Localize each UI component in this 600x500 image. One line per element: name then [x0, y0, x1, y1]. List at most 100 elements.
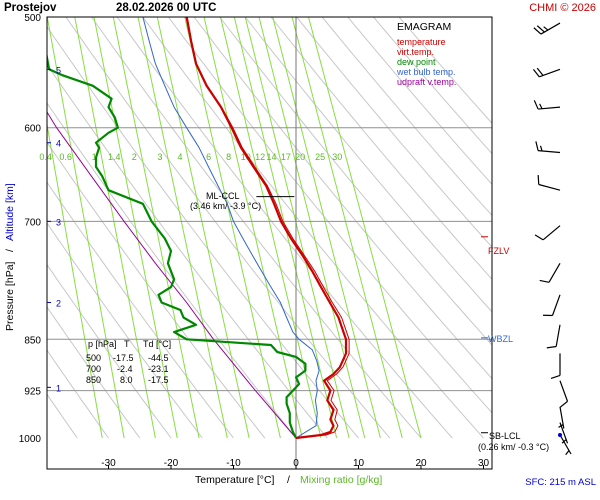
altitude-tick-label: 1	[56, 383, 61, 393]
table-cell: -44.5	[148, 353, 169, 363]
sb-lcl-label: SB-LCL	[489, 431, 521, 441]
mixing-ratio-line	[308, 17, 422, 439]
ml-ccl-detail: (3.46 km/ -3.9 °C)	[190, 201, 261, 211]
x-axis-label-temperature: Temperature [°C]	[195, 474, 275, 486]
mixing-ratio-label: 4	[178, 152, 183, 162]
table-cell: -17.5	[148, 375, 169, 385]
wind-barb	[533, 22, 561, 35]
mixing-ratio-line	[137, 17, 228, 439]
x-tick-label: 0	[293, 458, 299, 469]
dry-adiabat	[167, 17, 492, 414]
table-cell: 700	[86, 364, 101, 374]
wind-barb	[539, 262, 561, 283]
wind-barb-feather	[534, 234, 544, 241]
y-axis-title: Pressure [hPa] / Altitude [km]	[4, 183, 16, 331]
dry-adiabat	[142, 17, 484, 439]
wind-barb-staff	[555, 324, 561, 347]
sb-lcl-annotation: SB-LCL (0.26 km/ -0.3 °C)	[478, 431, 549, 452]
table-header-t: T	[124, 339, 130, 349]
wind-barb	[533, 100, 561, 110]
dry-adiabat	[373, 17, 492, 155]
legend-title: EMAGRAM	[397, 21, 451, 33]
datetime: 28.02.2026 00 UTC	[116, 2, 216, 14]
mixing-ratio-label: 6	[206, 152, 211, 162]
x-axis-label-mixing: Mixing ratio [g/kg]	[300, 474, 382, 486]
legend-temperature: temperature	[397, 37, 446, 47]
wind-barb-feather	[536, 67, 544, 76]
wind-barb-half-feather	[539, 145, 543, 152]
mixing-ratio-label: 3	[158, 152, 163, 162]
legend-updraft: udpraft v.temp.	[397, 77, 456, 87]
wind-barb-feather	[546, 345, 557, 349]
mixing-ratio-line	[203, 17, 303, 439]
mixing-ratio-line	[93, 17, 178, 439]
wind-barb-feather	[536, 25, 545, 33]
table-cell: 8.0	[120, 375, 133, 385]
legend: EMAGRAM temperature virt.temp. dew point…	[396, 21, 456, 87]
wind-barb	[542, 294, 561, 317]
plot-frame	[46, 16, 493, 470]
table-header-p: p [hPa]	[88, 339, 117, 349]
wind-barb-half-feather	[565, 450, 570, 456]
altitude-tick-label: 2	[56, 298, 61, 308]
wind-barb-staff	[551, 294, 561, 316]
mixing-ratio-label: 0.6	[59, 152, 72, 162]
wind-barbs	[532, 22, 572, 456]
mixing-ratio-line	[291, 17, 403, 439]
clipped-grid	[47, 17, 492, 469]
dry-adiabat	[47, 349, 109, 439]
dry-adiabat	[347, 17, 492, 186]
surface-wind-dot	[558, 432, 562, 437]
dry-adiabat	[47, 181, 234, 439]
table-cell: -23.1	[148, 364, 169, 374]
mixing-ratio-line	[244, 17, 350, 439]
wind-barb-feather	[550, 374, 561, 379]
dry-adiabat	[296, 17, 492, 248]
mixing-ratio-label: 20	[295, 152, 305, 162]
wind-barb-staff	[548, 262, 561, 283]
mixing-ratio-label: 8	[226, 152, 231, 162]
x-axis-title: Temperature [°C] / Mixing ratio [g/kg]	[195, 474, 382, 486]
dry-adiabat	[398, 17, 492, 125]
wind-barb-feather	[559, 400, 568, 408]
legend-wet-bulb: wet bulb temp.	[396, 67, 456, 77]
wbzl-label: WBZL	[488, 334, 513, 344]
sfc-elevation: SFC: 215 m ASL	[525, 477, 596, 488]
wind-barb-staff	[559, 380, 569, 402]
mixing-ratio-label: 12	[255, 152, 265, 162]
dry-adiabat	[47, 102, 297, 439]
table-cell: -17.5	[113, 353, 134, 363]
dry-adiabat	[47, 306, 141, 439]
mixing-ratio-label: 25	[315, 152, 325, 162]
wind-barb	[532, 67, 561, 78]
legend-dew-point: dew point	[397, 57, 436, 67]
series-dew-point	[47, 51, 307, 439]
mixing-ratio-label: 1	[92, 152, 97, 162]
mixing-ratio-label: 17	[281, 152, 291, 162]
grid-layer: 0.4 0.6 1 1.4 2 3 4 6 8 10 12 14 17 20 25 30	[39, 17, 492, 469]
y-axis-label-altitude: Altitude [km]	[4, 183, 16, 241]
x-tick-label: 10	[353, 458, 365, 469]
mixing-ratio-line	[47, 121, 103, 439]
sb-lcl-detail: (0.26 km/ -0.3 °C)	[478, 442, 549, 452]
legend-virt-temp: virt.temp.	[397, 47, 434, 57]
dry-adiabat	[47, 222, 203, 439]
dry-adiabat	[47, 25, 359, 439]
wind-barb	[546, 324, 561, 349]
y-axis-label-pressure: Pressure [hPa]	[4, 261, 16, 331]
wind-barb	[534, 225, 561, 241]
x-tick-label: 20	[415, 458, 427, 469]
series-temperature	[185, 17, 348, 440]
pressure-tick-label: 600	[24, 124, 41, 135]
wind-barb-feather	[533, 27, 542, 35]
x-tick-label: -20	[164, 458, 179, 469]
pressure-tick-label: 700	[24, 217, 41, 228]
curve-layer	[47, 17, 350, 440]
dry-adiabat	[193, 17, 492, 380]
table-cell: 500	[86, 353, 101, 363]
series-udpraft-v-temp	[47, 111, 297, 439]
wind-barb-feather	[539, 279, 550, 283]
mixing-ratio-label: 14	[267, 152, 277, 162]
wind-barb-staff	[542, 225, 561, 241]
